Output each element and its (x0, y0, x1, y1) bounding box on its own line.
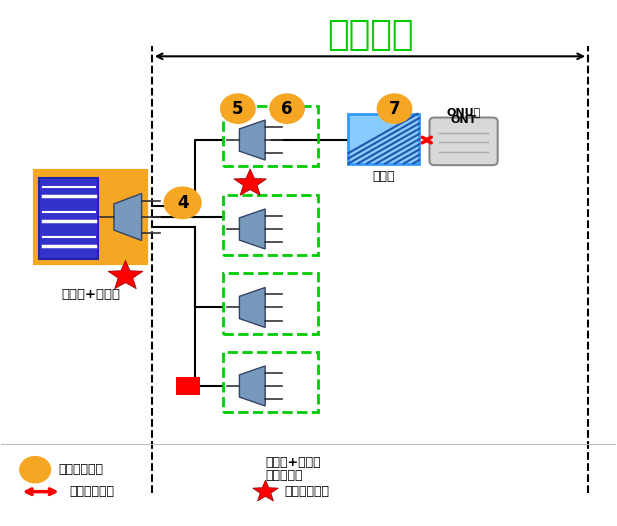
Text: 二级分光器: 二级分光器 (265, 469, 303, 482)
Polygon shape (239, 288, 265, 328)
Circle shape (164, 187, 201, 218)
Text: 5: 5 (232, 99, 244, 118)
Text: 分纤盒: 分纤盒 (373, 170, 395, 183)
Text: 分光盒+一级或: 分光盒+一级或 (265, 457, 321, 469)
Text: 6: 6 (281, 99, 292, 118)
Text: ONT: ONT (450, 115, 477, 125)
Text: 分光器损耗点: 分光器损耗点 (284, 485, 329, 498)
Text: 7: 7 (389, 99, 400, 118)
Bar (176, 377, 200, 395)
FancyBboxPatch shape (349, 114, 419, 164)
Polygon shape (114, 194, 141, 240)
Circle shape (377, 94, 412, 123)
Text: 光功率测试点: 光功率测试点 (58, 463, 103, 476)
Polygon shape (239, 366, 265, 406)
Text: 光交筱+分光器: 光交筱+分光器 (61, 288, 120, 301)
Text: 分支光路: 分支光路 (326, 18, 413, 53)
Polygon shape (239, 209, 265, 249)
FancyBboxPatch shape (39, 178, 98, 259)
FancyBboxPatch shape (429, 117, 498, 165)
Text: 活接头损耗点: 活接头损耗点 (69, 485, 114, 498)
Polygon shape (239, 120, 265, 160)
Circle shape (221, 94, 255, 123)
Circle shape (20, 457, 51, 483)
Polygon shape (252, 480, 278, 501)
Text: ONU或: ONU或 (447, 107, 481, 117)
FancyBboxPatch shape (35, 171, 146, 263)
Polygon shape (234, 169, 267, 195)
Circle shape (270, 94, 304, 123)
Text: 4: 4 (177, 194, 188, 212)
Polygon shape (108, 260, 143, 289)
